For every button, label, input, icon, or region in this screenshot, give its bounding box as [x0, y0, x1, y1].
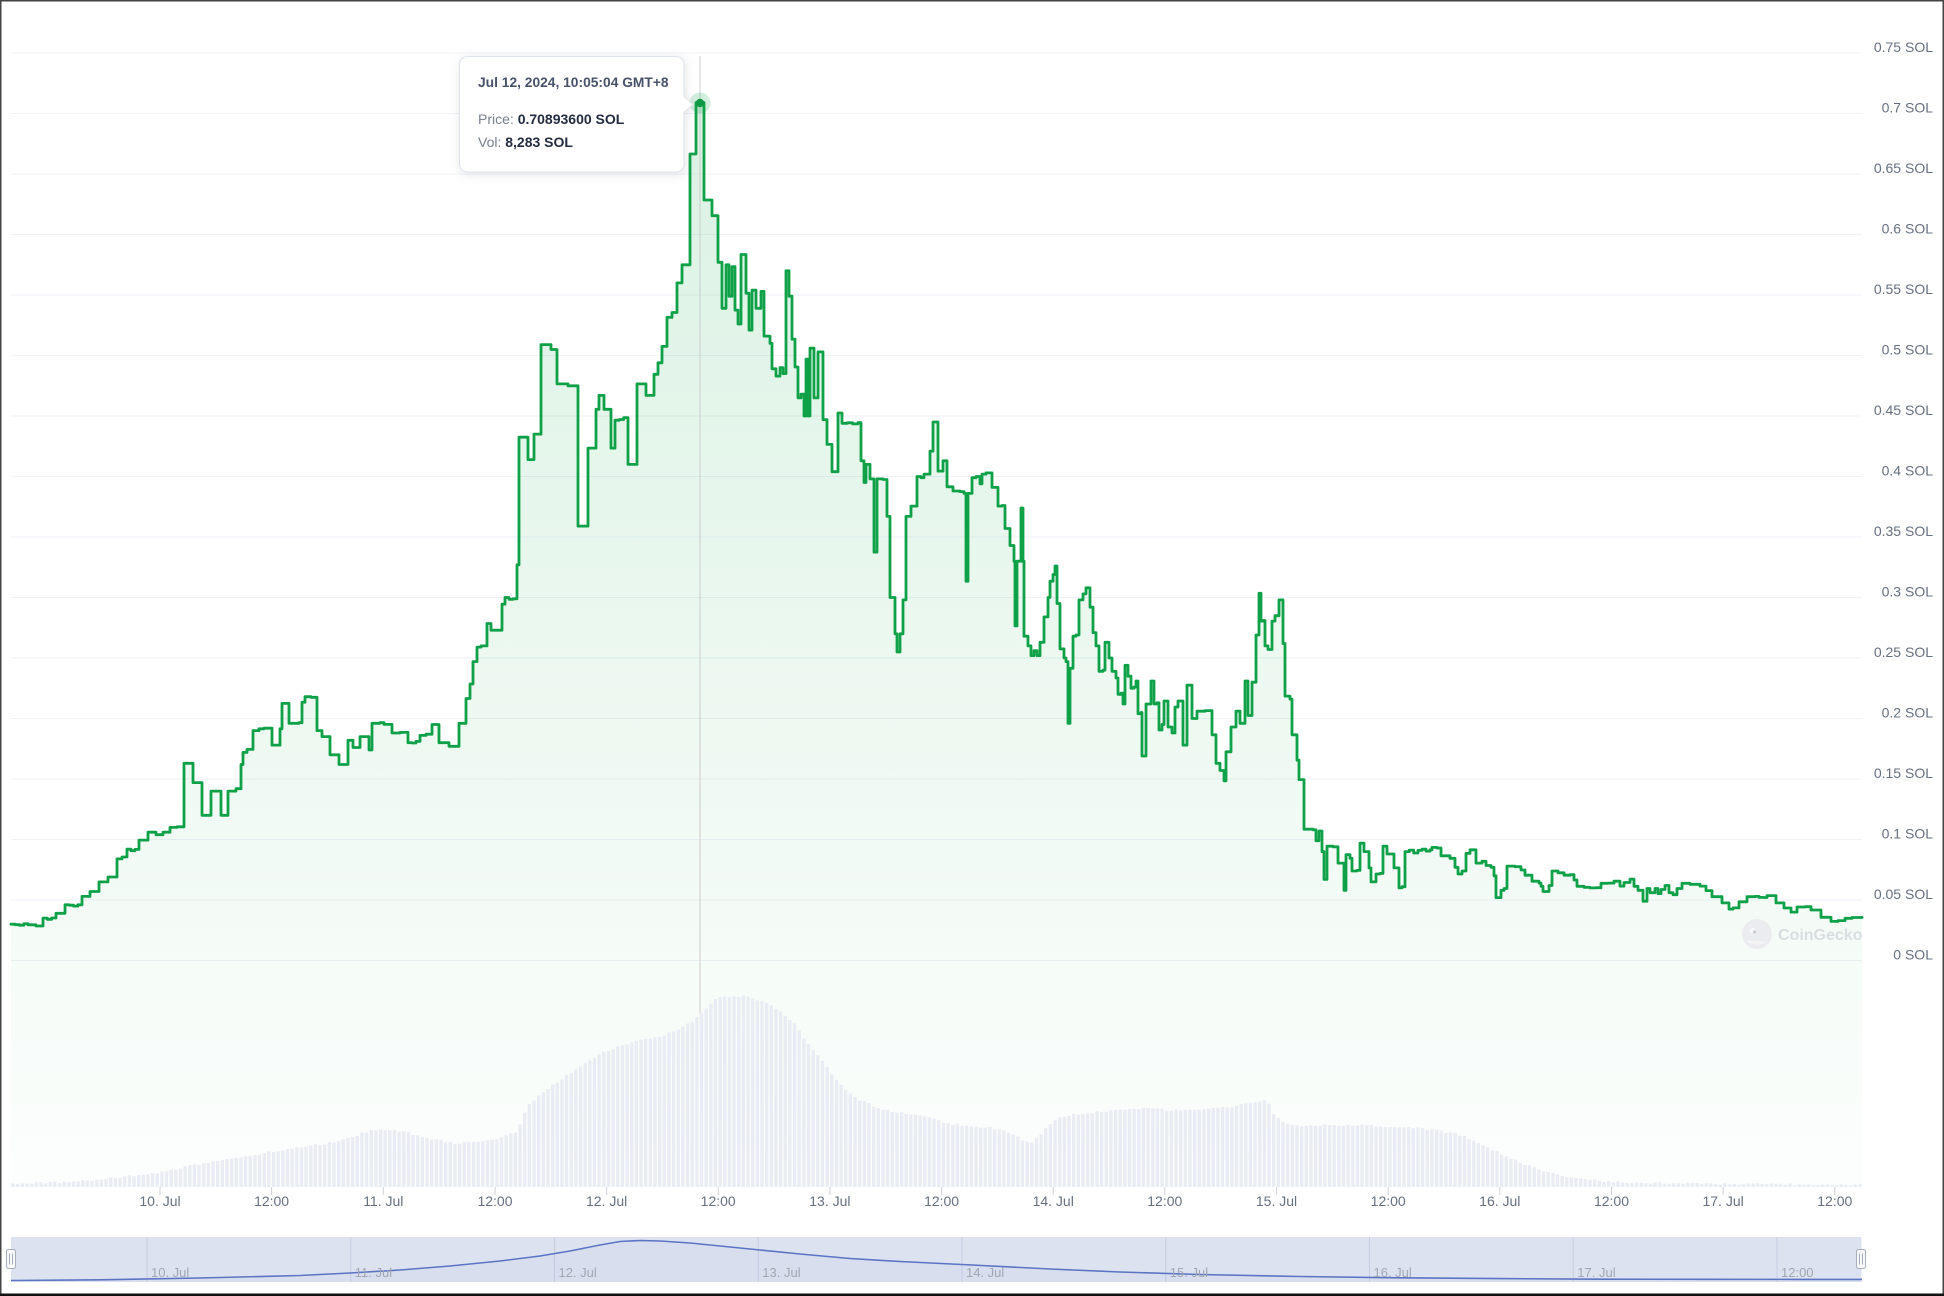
svg-text:12. Jul: 12. Jul [586, 1193, 627, 1209]
svg-text:11. Jul: 11. Jul [355, 1265, 392, 1280]
svg-text:12:00: 12:00 [1594, 1193, 1629, 1209]
svg-text:14. Jul: 14. Jul [1033, 1193, 1074, 1209]
svg-text:0.25 SOL: 0.25 SOL [1874, 644, 1933, 660]
svg-text:0.35 SOL: 0.35 SOL [1874, 523, 1933, 539]
svg-text:12:00: 12:00 [1371, 1193, 1406, 1209]
svg-text:12:00: 12:00 [1147, 1193, 1182, 1209]
svg-text:15. Jul: 15. Jul [1256, 1193, 1297, 1209]
svg-text:12:00: 12:00 [701, 1193, 736, 1209]
svg-text:Price: 0.70893600 SOL: Price: 0.70893600 SOL [478, 111, 625, 127]
svg-text:17. Jul: 17. Jul [1577, 1265, 1615, 1280]
svg-text:Vol: 8,283 SOL: Vol: 8,283 SOL [478, 134, 573, 150]
svg-text:0.3 SOL: 0.3 SOL [1882, 584, 1934, 600]
svg-text:0 SOL: 0 SOL [1893, 947, 1933, 963]
svg-text:12:00: 12:00 [254, 1193, 289, 1209]
svg-text:0.45 SOL: 0.45 SOL [1874, 402, 1933, 418]
svg-text:13. Jul: 13. Jul [809, 1193, 850, 1209]
svg-text:13. Jul: 13. Jul [762, 1265, 800, 1280]
svg-text:12:00: 12:00 [1817, 1193, 1852, 1209]
svg-text:10. Jul: 10. Jul [139, 1193, 180, 1209]
svg-text:0.55 SOL: 0.55 SOL [1874, 281, 1933, 297]
svg-text:CoinGecko: CoinGecko [1778, 927, 1863, 944]
svg-text:14. Jul: 14. Jul [966, 1265, 1004, 1280]
svg-text:0.2 SOL: 0.2 SOL [1882, 705, 1934, 721]
svg-text:0.7 SOL: 0.7 SOL [1882, 100, 1934, 116]
svg-text:0.4 SOL: 0.4 SOL [1882, 463, 1934, 479]
svg-text:0.75 SOL: 0.75 SOL [1874, 39, 1933, 55]
svg-text:0.65 SOL: 0.65 SOL [1874, 160, 1933, 176]
svg-text:12:00: 12:00 [924, 1193, 959, 1209]
svg-text:12:00: 12:00 [1781, 1265, 1814, 1280]
svg-text:0.6 SOL: 0.6 SOL [1882, 221, 1934, 237]
svg-text:12. Jul: 12. Jul [559, 1265, 597, 1280]
svg-text:0.5 SOL: 0.5 SOL [1882, 342, 1934, 358]
svg-text:0.1 SOL: 0.1 SOL [1882, 826, 1934, 842]
svg-text:11. Jul: 11. Jul [363, 1193, 403, 1209]
svg-text:Jul 12, 2024, 10:05:04 GMT+8: Jul 12, 2024, 10:05:04 GMT+8 [478, 75, 669, 90]
svg-text:10. Jul: 10. Jul [151, 1265, 189, 1280]
svg-text:16. Jul: 16. Jul [1479, 1193, 1520, 1209]
svg-text:12:00: 12:00 [477, 1193, 512, 1209]
svg-text:15. Jul: 15. Jul [1170, 1265, 1208, 1280]
svg-text:0.05 SOL: 0.05 SOL [1874, 886, 1933, 902]
svg-text:0.15 SOL: 0.15 SOL [1874, 765, 1933, 781]
svg-text:16. Jul: 16. Jul [1374, 1265, 1412, 1280]
svg-text:17. Jul: 17. Jul [1702, 1193, 1743, 1209]
